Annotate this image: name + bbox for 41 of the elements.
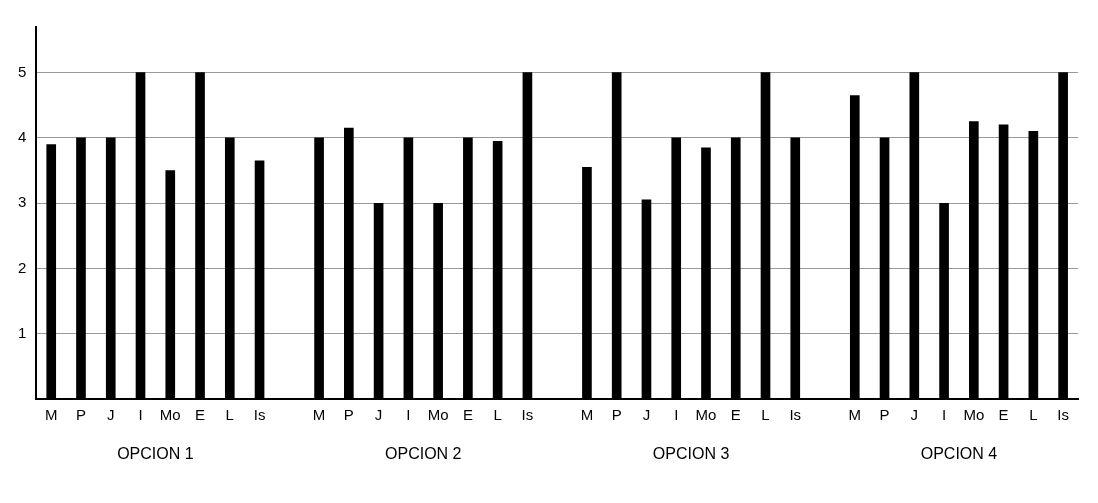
x-tick-label: E	[462, 406, 473, 424]
x-tick-label: L	[225, 406, 234, 424]
x-tick-label: Mo	[963, 406, 985, 424]
y-tick-label: 1	[18, 323, 27, 341]
x-tick-label: Mo	[695, 406, 717, 424]
x-tick-label: M	[44, 406, 58, 424]
x-tick-label: P	[611, 406, 622, 424]
x-tick-label: P	[879, 406, 890, 424]
x-tick-label: Is	[521, 406, 534, 424]
x-tick-label: E	[998, 406, 1009, 424]
text: OPCION 2	[385, 445, 462, 463]
x-tick-label: I	[138, 406, 143, 424]
x-tick-label: M	[848, 406, 862, 424]
x-tick-label: J	[107, 406, 115, 424]
x-tick-label: L	[493, 406, 502, 424]
x-tick-label: P	[343, 406, 354, 424]
x-tick-label: Mo	[427, 406, 449, 424]
text: OPCION 4	[920, 445, 998, 463]
y-tick-label: 2	[18, 258, 27, 276]
x-tick-label: J	[374, 406, 383, 424]
text: OPCION 3	[652, 445, 730, 463]
x-tick-label: I	[406, 406, 411, 424]
x-tick-label: E	[195, 406, 206, 424]
x-tick-label: Is	[1057, 406, 1069, 424]
x-tick-label: I	[674, 406, 679, 424]
y-tick-label: 3	[18, 193, 27, 211]
x-tick-label: I	[941, 406, 947, 424]
x-tick-label: Mo	[159, 406, 181, 424]
x-tick-label: Is	[789, 406, 802, 424]
x-tick-label: L	[761, 406, 770, 424]
y-tick-label: 5	[18, 62, 27, 80]
x-tick-label: J	[910, 406, 919, 424]
x-tick-label: L	[1029, 406, 1038, 424]
x-tick-label: J	[642, 406, 651, 424]
x-tick-label: P	[75, 406, 86, 424]
x-tick-label: M	[580, 406, 594, 424]
x-tick-label: E	[730, 406, 741, 424]
y-tick-label: 4	[18, 128, 27, 146]
x-tick-label: Is	[253, 406, 266, 424]
x-tick-label: M	[312, 406, 326, 424]
text: OPCION 1	[117, 445, 194, 463]
